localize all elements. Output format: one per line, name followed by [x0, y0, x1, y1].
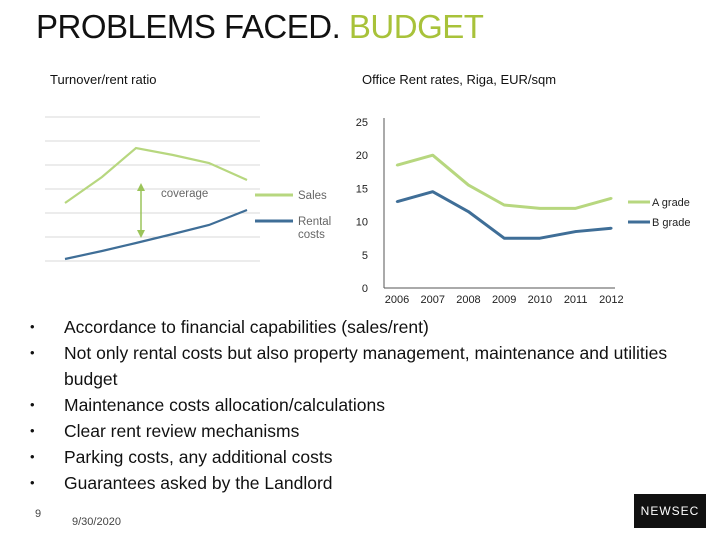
x-tick-label: 2011 — [564, 294, 588, 306]
legend-sales-label: Sales — [298, 190, 327, 202]
x-tick-label: 2009 — [492, 294, 516, 306]
series-line-b-grade — [396, 190, 612, 240]
slide-number: 9 — [35, 508, 42, 520]
bullet-marker: • — [30, 449, 35, 464]
data-point — [467, 210, 470, 213]
bullet-text: Accordance to financial capabilities (sa… — [64, 317, 429, 337]
legend-rental-label: Rental costs — [298, 216, 331, 241]
slide-title-accent: BUDGET — [348, 8, 484, 45]
y-tick-label: 0 — [362, 283, 368, 295]
slide-title: PROBLEMS FACED. BUDGET — [36, 8, 484, 46]
data-point — [502, 237, 506, 240]
left-diagram-title: Turnover/rent ratio — [50, 72, 157, 87]
data-point — [502, 203, 506, 207]
slide-date: 9/30/2020 — [72, 516, 121, 528]
data-point — [538, 207, 542, 210]
data-point — [610, 227, 613, 230]
data-point — [431, 190, 434, 193]
x-tick-label: 2012 — [599, 294, 623, 306]
newsec-logo: NEWSEC — [634, 494, 706, 528]
office-rent-chart: 0 5 10 15 20 25 2006 2007 2008 2009 2010 2011 2012 A … — [356, 117, 691, 306]
bullet-text: Clear rent review mechanisms — [64, 421, 300, 441]
y-tick-label: 15 — [356, 183, 368, 195]
slide-title-main: PROBLEMS FACED. — [36, 8, 341, 45]
bullet-marker: • — [30, 475, 35, 490]
bullet-item: • Maintenance costs allocation/calculatio… — [30, 392, 670, 418]
data-point — [395, 163, 399, 167]
y-tick-label: 5 — [362, 250, 368, 262]
turnover-rent-diagram: coverage Sales Rental costs — [45, 116, 331, 262]
data-point — [395, 200, 399, 203]
coverage-arrow — [137, 183, 145, 238]
x-tick-label: 2008 — [456, 294, 480, 306]
rental-costs-line — [64, 208, 248, 261]
bullet-item: • Clear rent review mechanisms — [30, 418, 670, 444]
bullet-text: Parking costs, any additional costs — [64, 447, 333, 467]
bullet-marker: • — [30, 423, 35, 438]
x-tick-label: 2006 — [385, 294, 409, 306]
data-point — [467, 183, 470, 187]
data-point — [574, 207, 577, 210]
coverage-label: coverage — [161, 188, 208, 200]
legend-label: B grade — [652, 217, 691, 229]
x-tick-label: 2007 — [420, 294, 444, 306]
bullet-marker: • — [30, 345, 35, 360]
bullet-item: • Accordance to financial capabilities (s… — [30, 314, 670, 340]
sales-curve — [64, 146, 248, 204]
chart-title: Office Rent rates, Riga, EUR/sqm — [362, 72, 557, 87]
bullet-item: • Parking costs, any additional costs — [30, 444, 670, 470]
bullet-item: • Not only rental costs but also property… — [30, 340, 670, 392]
data-point — [431, 154, 434, 157]
data-point — [610, 197, 613, 200]
data-point — [574, 230, 577, 233]
bullet-marker: • — [30, 397, 35, 412]
bullet-text: Not only rental costs but also property … — [64, 343, 668, 389]
x-tick-label: 2010 — [528, 294, 552, 306]
bullet-text: Guarantees asked by the Landlord — [64, 473, 333, 493]
bullet-marker: • — [30, 319, 35, 334]
bullet-text: Maintenance costs allocation/calculation… — [64, 395, 386, 415]
series-line-a-grade — [396, 153, 612, 210]
y-tick-label: 10 — [356, 217, 368, 229]
data-point — [538, 237, 542, 240]
y-tick-label: 20 — [356, 150, 368, 162]
bullet-list: • Accordance to financial capabilities (s… — [30, 314, 670, 496]
bullet-item: • Guarantees asked by the Landlord — [30, 470, 670, 496]
legend-label: A grade — [652, 197, 690, 209]
y-tick-label: 25 — [356, 117, 368, 129]
